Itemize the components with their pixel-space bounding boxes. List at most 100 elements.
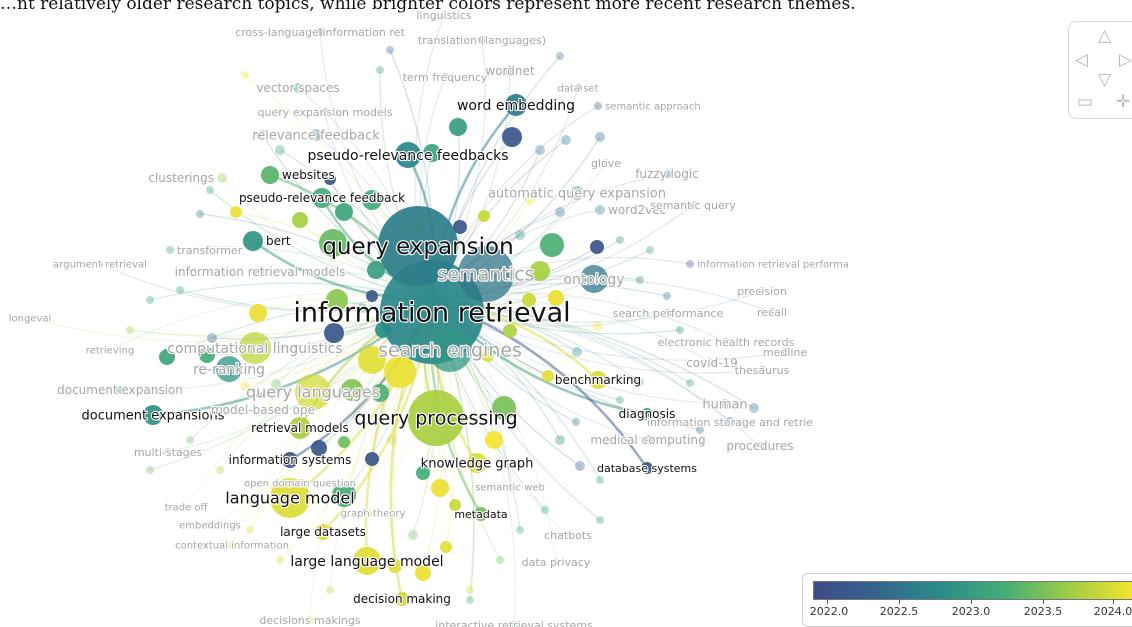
node-label-chatbots[interactable]: chatbots (543, 528, 593, 543)
node-label-electronic-health-records[interactable]: electronic health records (657, 335, 796, 350)
node-label-trade-off[interactable]: trade off (163, 501, 209, 514)
keyword-bubble[interactable] (535, 145, 545, 155)
keyword-bubble[interactable] (246, 496, 254, 504)
keyword-bubble[interactable] (555, 435, 565, 445)
node-label-relevance-feedback[interactable]: relevance feedback (251, 127, 381, 144)
zoom-out-icon[interactable]: ▭ (1077, 92, 1094, 112)
node-label-semantic-query[interactable]: semantic query (649, 198, 737, 213)
node-label-retrieving[interactable]: retrieving (85, 344, 136, 357)
node-query-languages[interactable] (295, 374, 331, 410)
node-label-ontology[interactable]: ontology (562, 271, 625, 289)
node-label-document-expansion[interactable]: document expansion (56, 382, 184, 398)
keyword-bubble[interactable] (696, 426, 704, 434)
keyword-bubble[interactable] (575, 461, 585, 471)
node-knowledge-graph[interactable] (467, 453, 487, 473)
keyword-bubble[interactable] (199, 347, 215, 363)
node-label-search-engines[interactable]: search engines (377, 339, 523, 363)
node-electronic-health-records[interactable] (722, 338, 730, 346)
node-label-procedures[interactable]: procedures (725, 438, 794, 454)
node-embeddings[interactable] (206, 521, 214, 529)
node-label-query-languages[interactable]: query languages (245, 382, 381, 403)
keyword-bubble[interactable] (572, 418, 580, 426)
keyword-bubble[interactable] (636, 378, 644, 386)
node-contextual-information[interactable] (228, 541, 236, 549)
keyword-bubble[interactable] (555, 207, 565, 217)
keyword-bubble[interactable] (453, 220, 467, 234)
keyword-bubble[interactable] (186, 436, 194, 444)
keyword-bubble[interactable] (335, 203, 353, 221)
keyword-bubble[interactable] (357, 303, 367, 313)
keyword-bubble[interactable] (482, 350, 494, 362)
node-label-open-domain-question[interactable]: open domain question (243, 477, 357, 490)
keyword-bubble[interactable] (440, 541, 452, 553)
node-label-websites[interactable]: websites (281, 167, 336, 183)
node-label-longeval[interactable]: longeval (8, 312, 53, 325)
node-label-contextual-information[interactable]: contextual information (174, 539, 290, 552)
keyword-bubble[interactable] (338, 436, 350, 448)
node-translation-languages[interactable] (478, 36, 486, 44)
node-label-covid-19[interactable]: covid-19 (685, 355, 739, 371)
pan-up-icon[interactable]: △ (1098, 26, 1112, 46)
node-data-set[interactable] (574, 84, 582, 92)
pan-right-icon[interactable]: ▷ (1119, 50, 1132, 70)
node-covid-19[interactable] (708, 359, 716, 367)
node-clusterings[interactable] (217, 173, 227, 183)
keyword-bubble[interactable] (636, 276, 644, 284)
node-graph-theory[interactable] (369, 509, 377, 517)
node-automatic-query-expansion[interactable] (570, 186, 584, 200)
keyword-bubble[interactable] (590, 240, 604, 254)
node-medical-computing[interactable] (643, 435, 653, 445)
keyword-bubble[interactable] (358, 346, 386, 374)
keyword-bubble[interactable] (376, 66, 384, 74)
keyword-bubble[interactable] (207, 333, 217, 343)
keyword-bubble[interactable] (276, 556, 284, 564)
node-language-model[interactable] (270, 478, 310, 518)
keyword-bubble[interactable] (240, 381, 250, 391)
node-information-storage-and-retrie[interactable] (725, 417, 735, 427)
node-fuzzy-logic[interactable] (663, 170, 671, 178)
node-label-argument-retrieval[interactable]: argument retrieval (52, 258, 148, 271)
node-label-word2vec[interactable]: word2vec (607, 202, 667, 218)
keyword-bubble[interactable] (423, 144, 441, 162)
node-label-vector-spaces[interactable]: vector spaces (255, 80, 341, 96)
node-information-retrieval-performa[interactable] (686, 260, 694, 268)
keyword-bubble[interactable] (246, 526, 254, 534)
node-transformer[interactable] (166, 246, 174, 254)
node-label-computational-linguistics[interactable]: computational linguistics (166, 340, 344, 358)
node-thesaurus[interactable] (758, 366, 766, 374)
node-argument-retrieval[interactable] (97, 261, 103, 267)
node-retrieving[interactable] (107, 347, 113, 353)
node-label-automatic-query-expansion[interactable]: automatic query expansion (487, 185, 667, 202)
node-label-medline[interactable]: medline (762, 345, 809, 360)
node-label-information-systems[interactable]: information systems (228, 452, 353, 468)
node-label-retrieval-models[interactable]: retrieval models (250, 420, 350, 436)
keyword-bubble[interactable] (311, 440, 327, 456)
node-label-graph-theory[interactable]: graph theory (339, 507, 406, 520)
node-label-semantic-approach[interactable]: semantic approach (604, 100, 702, 113)
node-label-query-expansion[interactable]: query expansion (321, 233, 515, 261)
node-glove[interactable] (602, 159, 610, 167)
node-label-search-performance[interactable]: search performance (612, 306, 725, 321)
node-semantic-approach[interactable] (594, 102, 602, 110)
keyword-bubble[interactable] (326, 586, 334, 594)
node-label-language-model[interactable]: language model (224, 488, 356, 509)
node-label-large-datasets[interactable]: large datasets (279, 524, 367, 540)
keyword-bubble[interactable] (371, 384, 389, 402)
node-ontology[interactable] (580, 265, 608, 293)
node-benchmarking[interactable] (589, 371, 607, 389)
node-label-document-expansions[interactable]: document expansions (80, 407, 225, 424)
keyword-bubble[interactable] (646, 246, 654, 254)
node-model-based-ope[interactable] (259, 406, 267, 414)
keyword-bubble[interactable] (596, 516, 604, 524)
node-websites[interactable] (261, 166, 279, 184)
node-label-database-systems[interactable]: database systems (596, 461, 698, 476)
node-decisions-makings[interactable] (306, 616, 314, 624)
node-decision-making[interactable] (395, 592, 409, 606)
node-trade-off[interactable] (183, 504, 189, 510)
keyword-bubble[interactable] (749, 403, 759, 413)
keyword-bubble[interactable] (365, 452, 379, 466)
keyword-bubble[interactable] (196, 210, 204, 218)
keyword-bubble[interactable] (230, 206, 242, 218)
keyword-bubble[interactable] (515, 230, 525, 240)
node-diagnosis[interactable] (641, 408, 653, 420)
